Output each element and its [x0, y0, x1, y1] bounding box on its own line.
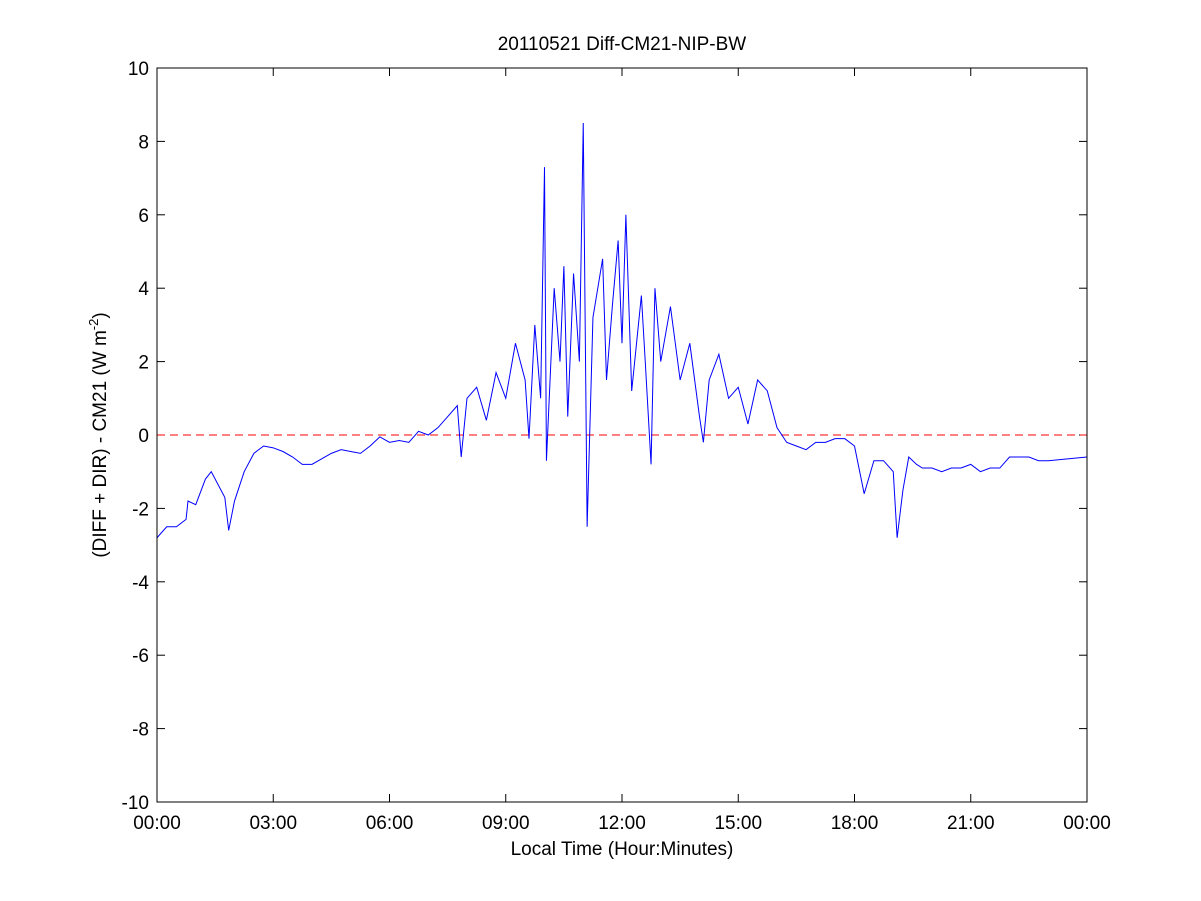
- y-axis-label: (DIFF + DIR) - CM21 (W m-2): [86, 312, 111, 557]
- y-tick-label: 0: [138, 426, 149, 447]
- x-tick-label: 06:00: [366, 813, 414, 834]
- y-label-text: (DIFF + DIR) - CM21 (W m: [90, 330, 111, 557]
- y-tick-label: 10: [128, 59, 149, 80]
- y-tick-label: 4: [138, 279, 149, 300]
- x-tick-label: 12:00: [598, 813, 646, 834]
- y-tick-label: 2: [138, 353, 149, 374]
- y-tick-label: 6: [138, 206, 149, 227]
- y-tick-label: -8: [132, 720, 149, 741]
- plot-frame: [156, 67, 1088, 803]
- x-tick-label: 09:00: [482, 813, 530, 834]
- x-tick-label: 21:00: [947, 813, 995, 834]
- x-tick-label: 03:00: [249, 813, 297, 834]
- x-tick-label: 00:00: [1063, 813, 1111, 834]
- y-tick-label: -10: [122, 793, 149, 814]
- x-tick-label: 18:00: [831, 813, 879, 834]
- y-tick-label: -2: [132, 499, 149, 520]
- y-tick-label: -4: [132, 573, 149, 594]
- y-label-end: ): [90, 312, 111, 318]
- x-tick-label: 15:00: [714, 813, 762, 834]
- y-tick-label: 8: [138, 132, 149, 153]
- x-tick-label: 00:00: [133, 813, 181, 834]
- data-line: [156, 123, 1088, 539]
- x-axis-label: Local Time (Hour:Minutes): [511, 839, 734, 860]
- y-tick-label: -6: [132, 646, 149, 667]
- chart-title: 20110521 Diff-CM21-NIP-BW: [498, 34, 747, 55]
- y-label-sup: -2: [86, 319, 101, 331]
